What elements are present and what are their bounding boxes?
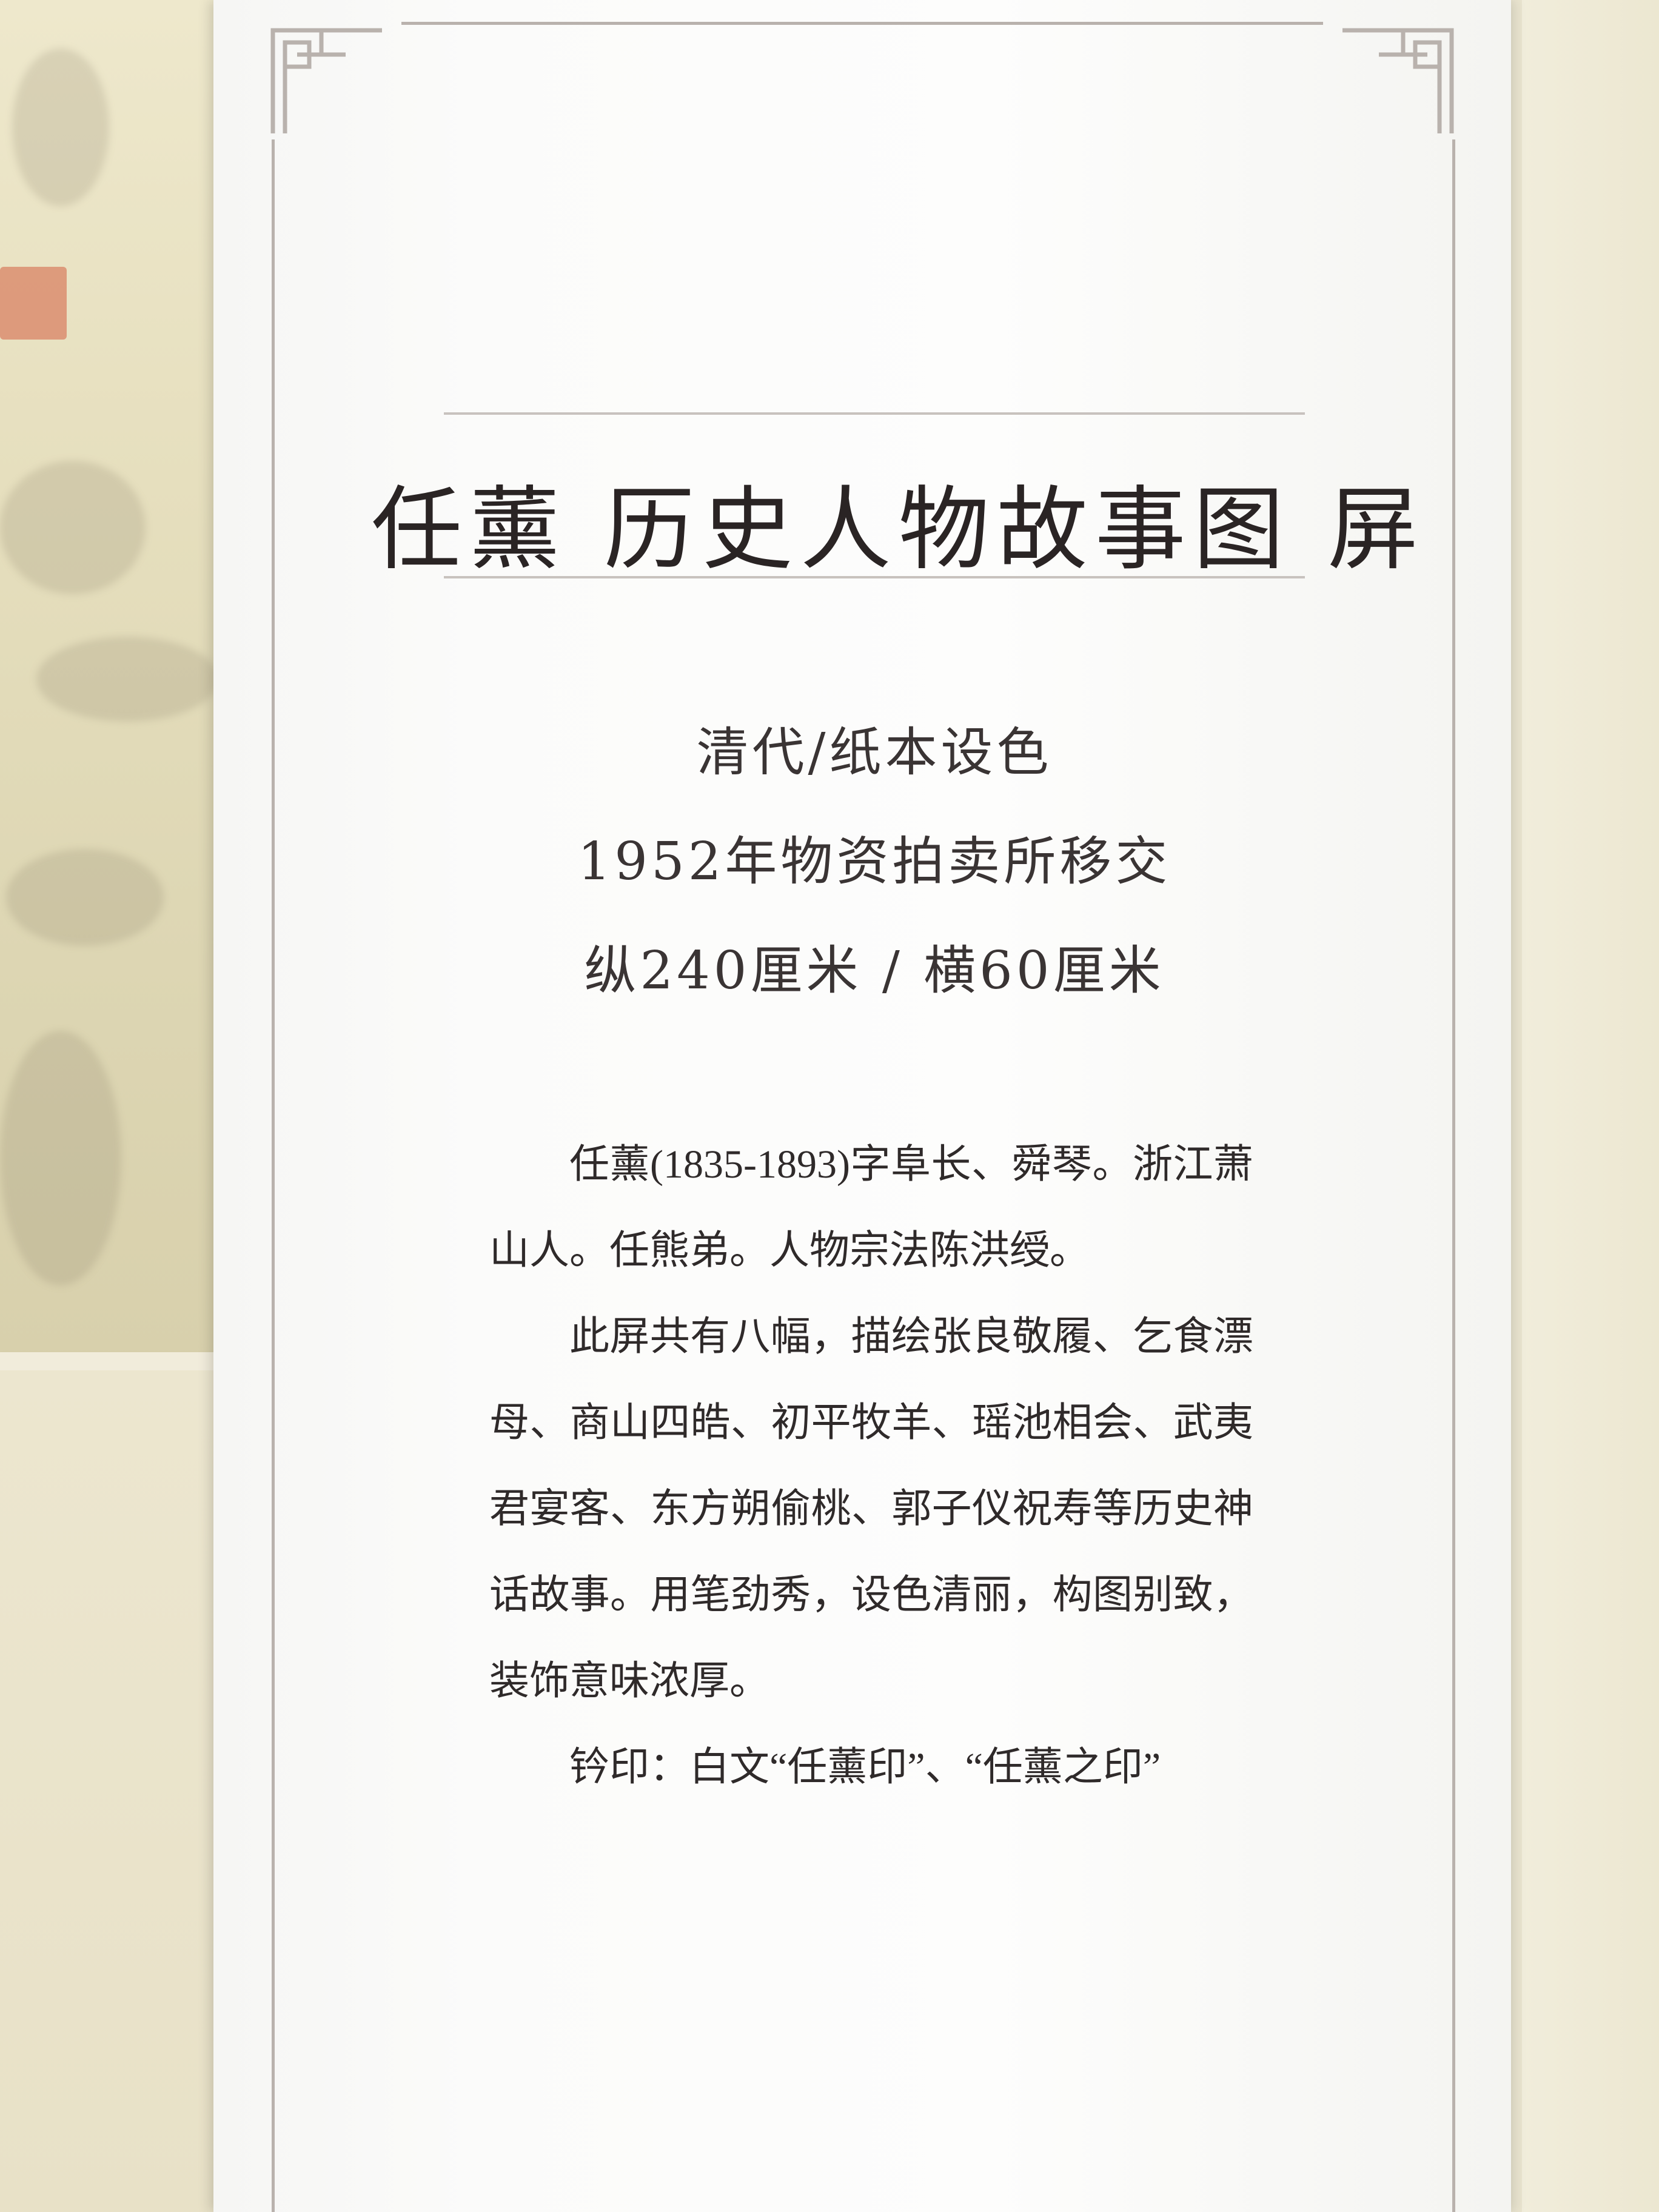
- museum-label-card: 任薰 历史人物故事图 屏 清代/纸本设色 1952年物资拍卖所移交 纵240厘米…: [213, 0, 1511, 2212]
- corner-ornament-left-icon: [270, 28, 382, 133]
- wall-right: [1522, 0, 1659, 2212]
- description-block: 任薰(1835-1893)字阜长、舜琴。浙江萧山人。任熊弟。人物宗法陈洪绶。 此…: [489, 1122, 1253, 1811]
- meta-dimensions: 纵240厘米 / 横60厘米: [584, 940, 1165, 1001]
- red-seal-mark: [0, 267, 67, 340]
- wall-lower-left: [0, 1370, 230, 2212]
- title-rule-bottom: [444, 576, 1305, 578]
- corner-ornament-right-icon: [1342, 28, 1454, 133]
- meta-provenance: 1952年物资拍卖所移交: [577, 831, 1171, 892]
- border-left-rule: [272, 139, 275, 2212]
- border-top-rule: [401, 22, 1323, 25]
- description-paragraph-bio: 任薰(1835-1893)字阜长、舜琴。浙江萧山人。任熊弟。人物宗法陈洪绶。: [489, 1142, 1253, 1273]
- description-paragraph-content: 此屏共有八幅，描绘张良敬履、乞食漂母、商山四皓、初平牧羊、瑶池相会、武夷君宴客、…: [489, 1315, 1253, 1703]
- title-rule-top: [444, 412, 1305, 415]
- meta-period-medium: 清代/纸本设色: [696, 722, 1053, 783]
- border-right-rule: [1452, 139, 1455, 2212]
- page-title: 任薰 历史人物故事图 屏: [371, 477, 1426, 583]
- title-block: 任薰 历史人物故事图 屏: [371, 412, 1418, 588]
- background-painting: [0, 0, 230, 1370]
- description-paragraph-seals: 钤印：白文“任薰印”、“任薰之印”: [569, 1745, 1161, 1789]
